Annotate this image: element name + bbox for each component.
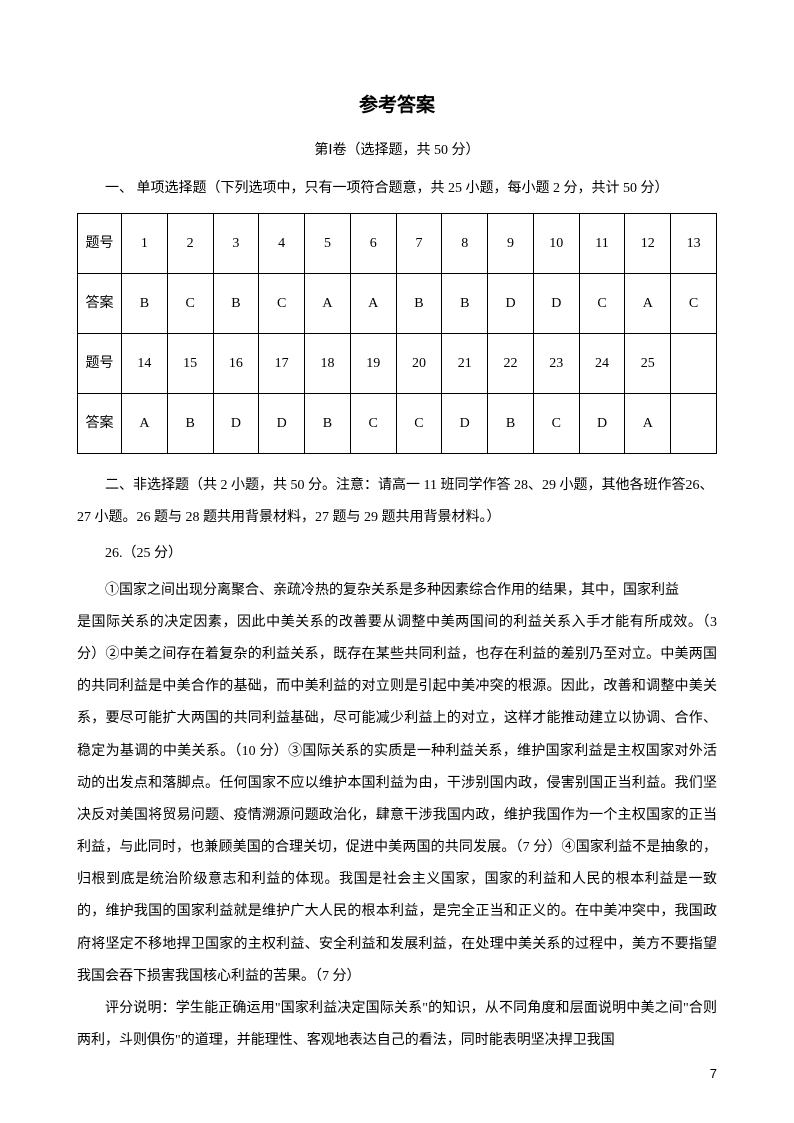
cell: C [579, 274, 625, 334]
cell: 16 [213, 334, 259, 394]
cell: 24 [579, 334, 625, 394]
cell: 23 [533, 334, 579, 394]
cell: 3 [213, 214, 259, 274]
cell: A [625, 274, 671, 334]
cell: 12 [625, 214, 671, 274]
cell: D [579, 394, 625, 454]
cell [671, 394, 717, 454]
cell: 11 [579, 214, 625, 274]
cell [671, 334, 717, 394]
cell: B [396, 274, 442, 334]
cell: D [259, 394, 305, 454]
cell: 25 [625, 334, 671, 394]
page-number: 7 [710, 1066, 717, 1081]
cell: 15 [167, 334, 213, 394]
table-row: 答案 B C B C A A B B D D C A C [78, 274, 717, 334]
cell: 20 [396, 334, 442, 394]
row-label: 题号 [78, 214, 122, 274]
cell: 5 [305, 214, 351, 274]
cell: 10 [533, 214, 579, 274]
row-label: 答案 [78, 274, 122, 334]
cell: 14 [122, 334, 168, 394]
answer-body: ①国家之间出现分离聚合、亲疏冷热的复杂关系是多种因素综合作用的结果，其中，国家利… [77, 575, 717, 1058]
cell: 9 [488, 214, 534, 274]
cell: C [671, 274, 717, 334]
cell: 22 [488, 334, 534, 394]
section1-heading: 一、 单项选择题（下列选项中，只有一项符合题意，共 25 小题，每小题 2 分，… [77, 175, 717, 203]
cell: B [213, 274, 259, 334]
cell: B [167, 394, 213, 454]
cell: D [488, 274, 534, 334]
cell: A [625, 394, 671, 454]
paragraph-text: 是国际关系的决定因素，因此中美关系的改善要从调整中美两国间的利益关系入手才能有所… [77, 607, 717, 993]
cell: 2 [167, 214, 213, 274]
cell: 21 [442, 334, 488, 394]
cell: 18 [305, 334, 351, 394]
cell: C [350, 394, 396, 454]
cell: B [488, 394, 534, 454]
cell: D [442, 394, 488, 454]
cell: 1 [122, 214, 168, 274]
cell: 17 [259, 334, 305, 394]
cell: D [533, 274, 579, 334]
page-title: 参考答案 [77, 90, 717, 117]
section2-heading: 二、非选择题（共 2 小题，共 50 分。注意：请高一 11 班同学作答 28、… [77, 470, 717, 534]
cell: C [533, 394, 579, 454]
cell: A [305, 274, 351, 334]
cell: 19 [350, 334, 396, 394]
cell: C [396, 394, 442, 454]
cell: 13 [671, 214, 717, 274]
cell: C [167, 274, 213, 334]
cell: C [259, 274, 305, 334]
cell: 7 [396, 214, 442, 274]
cell: 8 [442, 214, 488, 274]
cell: 4 [259, 214, 305, 274]
cell: B [442, 274, 488, 334]
row-label: 答案 [78, 394, 122, 454]
cell: B [305, 394, 351, 454]
cell: A [350, 274, 396, 334]
answer-table: 题号 1 2 3 4 5 6 7 8 9 10 11 12 13 答案 B C … [77, 213, 717, 454]
paragraph-line: ①国家之间出现分离聚合、亲疏冷热的复杂关系是多种因素综合作用的结果，其中，国家利… [77, 575, 717, 607]
table-row: 答案 A B D D B C C D B C D A [78, 394, 717, 454]
subtitle: 第Ⅰ卷（选择题，共 50 分） [77, 139, 717, 159]
question-26-label: 26.（25 分） [77, 538, 717, 570]
cell: B [122, 274, 168, 334]
table-row: 题号 14 15 16 17 18 19 20 21 22 23 24 25 [78, 334, 717, 394]
row-label: 题号 [78, 334, 122, 394]
table-row: 题号 1 2 3 4 5 6 7 8 9 10 11 12 13 [78, 214, 717, 274]
paragraph-line: 评分说明：学生能正确运用"国家利益决定国际关系"的知识，从不同角度和层面说明中美… [77, 993, 717, 1057]
cell: A [122, 394, 168, 454]
cell: 6 [350, 214, 396, 274]
cell: D [213, 394, 259, 454]
